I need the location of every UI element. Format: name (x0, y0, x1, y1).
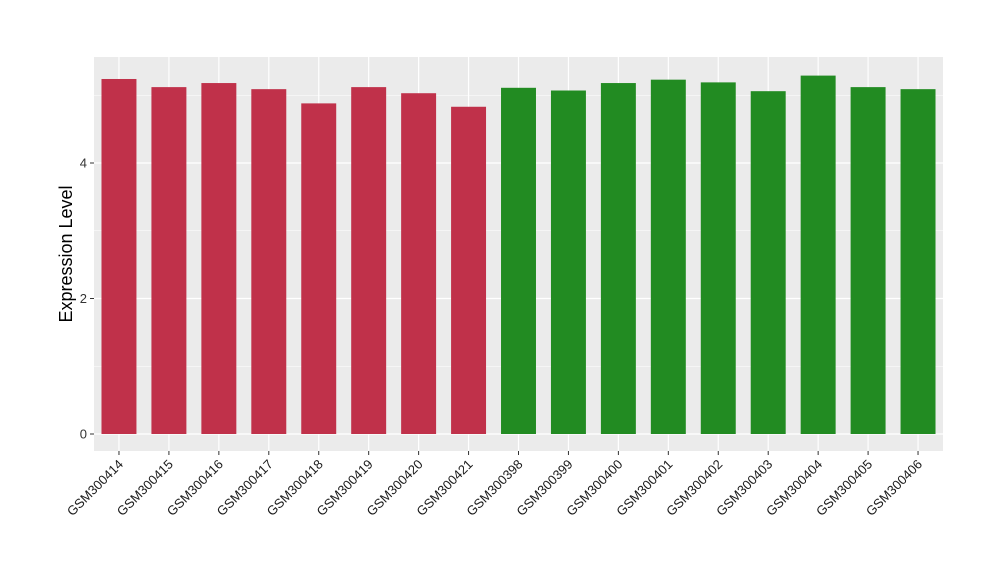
bar-GSM300400 (600, 83, 636, 435)
bar-GSM300401 (650, 79, 686, 434)
bar-GSM300419 (351, 87, 387, 435)
x-axis: GSM300414GSM300415GSM300416GSM300417GSM3… (64, 451, 925, 519)
y-tick-label: 0 (80, 427, 87, 442)
bar-GSM300416 (201, 83, 237, 435)
bar-GSM300404 (800, 75, 836, 434)
bar-GSM300402 (700, 82, 736, 434)
bar-GSM300399 (550, 90, 586, 434)
bar-GSM300420 (401, 93, 437, 434)
bar-GSM300414 (101, 78, 137, 435)
y-axis-title: Expression Level (56, 185, 76, 322)
y-axis: 0 2 4 (80, 156, 94, 442)
bars (101, 75, 936, 435)
bar-GSM300406 (900, 89, 936, 434)
bar-GSM300405 (850, 87, 886, 435)
bar-GSM300415 (151, 87, 187, 435)
bar-GSM300417 (251, 89, 287, 434)
y-tick-label: 2 (80, 291, 87, 306)
bar-GSM300398 (501, 87, 536, 435)
bar-GSM300403 (750, 91, 786, 434)
y-tick-label: 4 (80, 156, 87, 171)
bar-GSM300421 (451, 106, 487, 434)
bar-GSM300418 (301, 103, 337, 434)
